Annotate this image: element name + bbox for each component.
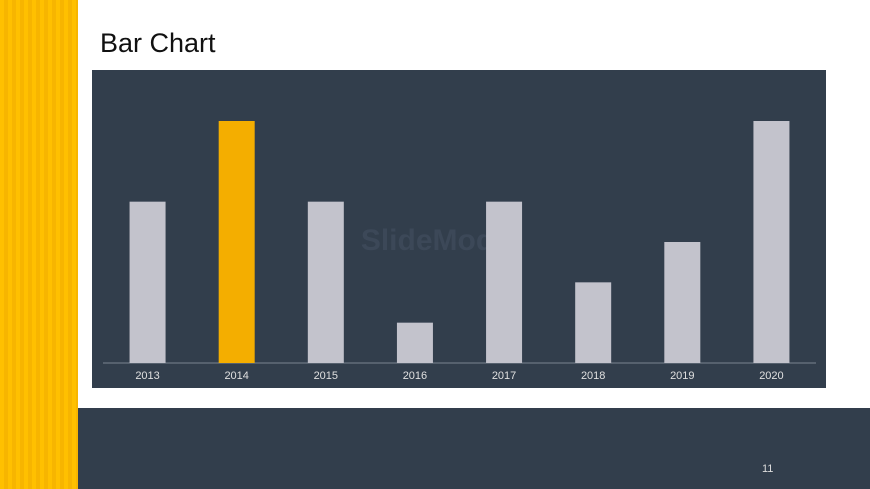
side-stripe xyxy=(0,0,78,489)
x-tick-label: 2016 xyxy=(403,370,427,382)
bar xyxy=(307,201,344,363)
page-number: 11 xyxy=(762,463,774,475)
x-tick-label: 2014 xyxy=(224,370,248,382)
bar xyxy=(486,201,523,363)
bar xyxy=(396,322,433,363)
x-tick-label: 2019 xyxy=(670,370,694,382)
bar xyxy=(575,282,612,363)
bar xyxy=(664,242,701,363)
x-tick-label: 2015 xyxy=(314,370,338,382)
slide-title: Bar Chart xyxy=(100,28,216,58)
bar xyxy=(753,121,790,363)
bar xyxy=(129,201,166,363)
x-tick-label: 2013 xyxy=(135,370,159,382)
chart-panel xyxy=(92,70,826,388)
footer-band xyxy=(78,408,870,489)
x-tick-label: 2017 xyxy=(492,370,516,382)
x-tick-label: 2018 xyxy=(581,370,605,382)
x-tick-label: 2020 xyxy=(759,370,783,382)
bar xyxy=(218,121,255,363)
